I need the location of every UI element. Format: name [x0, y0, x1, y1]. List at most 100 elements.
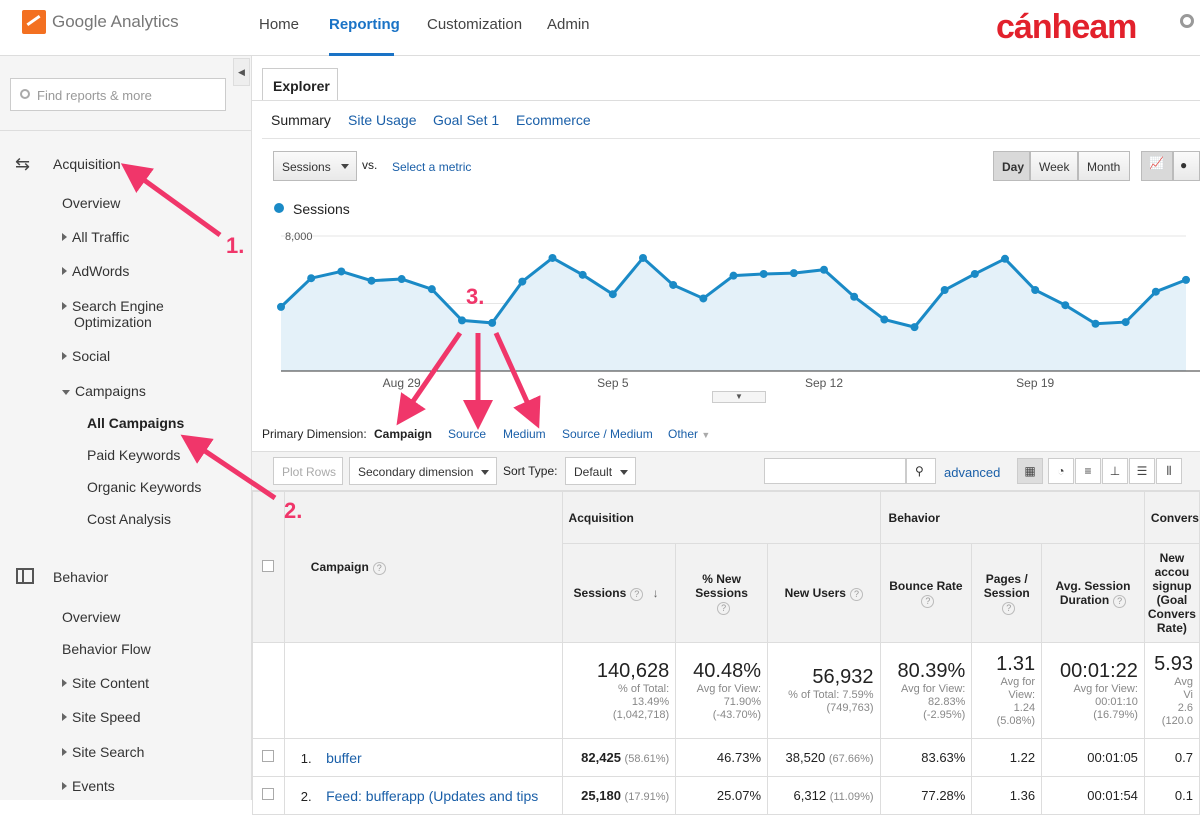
data-point[interactable]: [1001, 254, 1009, 263]
data-point[interactable]: [427, 285, 436, 294]
data-point[interactable]: [307, 274, 316, 283]
tab-explorer[interactable]: Explorer: [262, 68, 338, 100]
help-icon[interactable]: ?: [1113, 594, 1127, 608]
nav-home[interactable]: Home: [259, 16, 300, 33]
help-icon[interactable]: ?: [849, 587, 863, 601]
data-point[interactable]: [548, 253, 557, 262]
help-icon[interactable]: ?: [717, 601, 731, 615]
data-point[interactable]: [940, 286, 949, 294]
dimension-campaign[interactable]: Campaign: [374, 427, 433, 441]
sidebar-all-campaigns[interactable]: All Campaigns: [87, 415, 185, 431]
sidebar-behavior-flow[interactable]: Behavior Flow: [62, 641, 151, 657]
nav-admin[interactable]: Admin: [547, 16, 590, 33]
avg-duration-column-header[interactable]: Avg. Session Duration?: [1041, 543, 1145, 643]
search-input[interactable]: Find reports & more: [10, 78, 226, 111]
table-row[interactable]: 1. buffer 82,425 (58.61%) 46.73% 38,520 …: [252, 738, 1200, 777]
nav-reporting[interactable]: Reporting: [329, 16, 400, 33]
data-point[interactable]: [488, 318, 497, 327]
row-checkbox[interactable]: [262, 788, 275, 800]
table-row[interactable]: 2. Feed: bufferapp (Updates and tips 25,…: [252, 776, 1200, 815]
sidebar-site-content[interactable]: Site Content: [62, 675, 149, 691]
range-day-button[interactable]: Day: [993, 151, 1030, 181]
table-view-term-cloud-icon[interactable]: ☰: [1129, 458, 1155, 484]
data-point[interactable]: [729, 271, 738, 280]
data-point[interactable]: [608, 290, 617, 299]
sessions-column-header[interactable]: Sessions? ↓: [561, 543, 677, 643]
sidebar-organic-keywords[interactable]: Organic Keywords: [87, 479, 202, 495]
range-month-button[interactable]: Month: [1078, 151, 1130, 181]
sort-type-select[interactable]: Default: [565, 457, 636, 485]
data-point[interactable]: [1121, 318, 1130, 327]
data-point[interactable]: [337, 267, 346, 276]
data-point[interactable]: [397, 275, 406, 284]
new-sessions-column-header[interactable]: % New Sessions?: [675, 543, 768, 643]
sidebar-adwords[interactable]: AdWords: [62, 263, 129, 279]
sidebar-cost-analysis[interactable]: Cost Analysis: [87, 511, 172, 527]
nav-customization[interactable]: Customization: [427, 16, 523, 33]
campaign-link[interactable]: buffer: [326, 749, 362, 766]
help-icon[interactable]: ?: [921, 594, 935, 608]
help-icon[interactable]: ?: [630, 587, 644, 601]
data-point[interactable]: [578, 270, 587, 279]
data-point[interactable]: [880, 315, 889, 324]
sidebar-social[interactable]: Social: [62, 348, 110, 364]
data-point[interactable]: [699, 294, 708, 303]
data-point[interactable]: [458, 316, 466, 325]
data-point[interactable]: [820, 265, 828, 274]
goal-conversion-column-header[interactable]: New accou signup (Goal Convers Rate): [1143, 543, 1200, 643]
advanced-filter-link[interactable]: advanced: [944, 465, 1001, 480]
data-point[interactable]: [1031, 286, 1040, 294]
sidebar-collapse-button[interactable]: ◀: [233, 58, 250, 86]
sidebar-site-search[interactable]: Site Search: [62, 744, 144, 760]
sidebar-behavior[interactable]: Behavior: [53, 569, 109, 585]
bounce-rate-column-header[interactable]: Bounce Rate?: [879, 543, 973, 643]
dimension-other[interactable]: Other ▼: [668, 427, 710, 441]
sidebar-campaigns[interactable]: Campaigns: [62, 383, 146, 399]
google-analytics-logo[interactable]: Google Analytics: [22, 10, 179, 34]
subtab-site-usage[interactable]: Site Usage: [348, 112, 417, 128]
dimension-source-medium[interactable]: Source / Medium: [562, 427, 653, 441]
sidebar-beh-overview[interactable]: Overview: [62, 609, 121, 625]
data-point[interactable]: [910, 323, 919, 332]
sidebar-paid-keywords[interactable]: Paid Keywords: [87, 447, 181, 463]
table-filter-input[interactable]: [764, 458, 906, 484]
table-view-comparison-icon[interactable]: ⊥: [1102, 458, 1128, 484]
data-point[interactable]: [1182, 275, 1190, 284]
data-point[interactable]: [1091, 319, 1100, 328]
data-point[interactable]: [789, 269, 798, 278]
data-point[interactable]: [639, 253, 647, 262]
sidebar-acq-overview[interactable]: Overview: [62, 195, 121, 211]
data-point[interactable]: [759, 269, 768, 278]
subtab-goal-set-1[interactable]: Goal Set 1: [433, 112, 500, 128]
sidebar-acquisition[interactable]: Acquisition: [53, 156, 121, 172]
help-icon[interactable]: ?: [1002, 601, 1016, 615]
sidebar-seo[interactable]: Search Engine: [62, 298, 164, 314]
subtab-summary[interactable]: Summary: [271, 112, 331, 128]
range-week-button[interactable]: Week: [1030, 151, 1078, 181]
table-view-data-icon[interactable]: ▦: [1017, 458, 1043, 484]
data-point[interactable]: [669, 280, 678, 289]
data-point[interactable]: [970, 269, 979, 278]
dimension-medium[interactable]: Medium: [503, 427, 546, 441]
pages-session-column-header[interactable]: Pages / Session?: [971, 543, 1043, 643]
data-point[interactable]: [518, 277, 527, 286]
data-point[interactable]: [850, 292, 859, 301]
campaign-column-header[interactable]: Campaign?: [283, 491, 563, 643]
sidebar-seo-label-2[interactable]: Optimization: [74, 314, 152, 330]
select-all-checkbox[interactable]: [262, 559, 275, 572]
campaign-link[interactable]: Feed: bufferapp (Updates and tips: [326, 787, 539, 804]
sidebar-all-traffic[interactable]: All Traffic: [62, 229, 129, 245]
dimension-source[interactable]: Source: [448, 427, 487, 441]
subtab-ecommerce[interactable]: Ecommerce: [516, 112, 591, 128]
metric-select[interactable]: Sessions: [273, 151, 357, 181]
gear-icon[interactable]: [1180, 14, 1194, 28]
help-icon[interactable]: ?: [372, 561, 386, 575]
chart-resize-handle[interactable]: ▼: [712, 391, 766, 403]
sidebar-site-speed[interactable]: Site Speed: [62, 709, 141, 725]
data-point[interactable]: [1151, 287, 1160, 296]
table-view-performance-icon[interactable]: ≡: [1075, 458, 1101, 484]
row-checkbox[interactable]: [262, 750, 275, 762]
table-view-pie-icon[interactable]: ◔: [1048, 458, 1074, 484]
select-metric-link[interactable]: Select a metric: [392, 160, 472, 174]
sidebar-events[interactable]: Events: [62, 778, 115, 794]
